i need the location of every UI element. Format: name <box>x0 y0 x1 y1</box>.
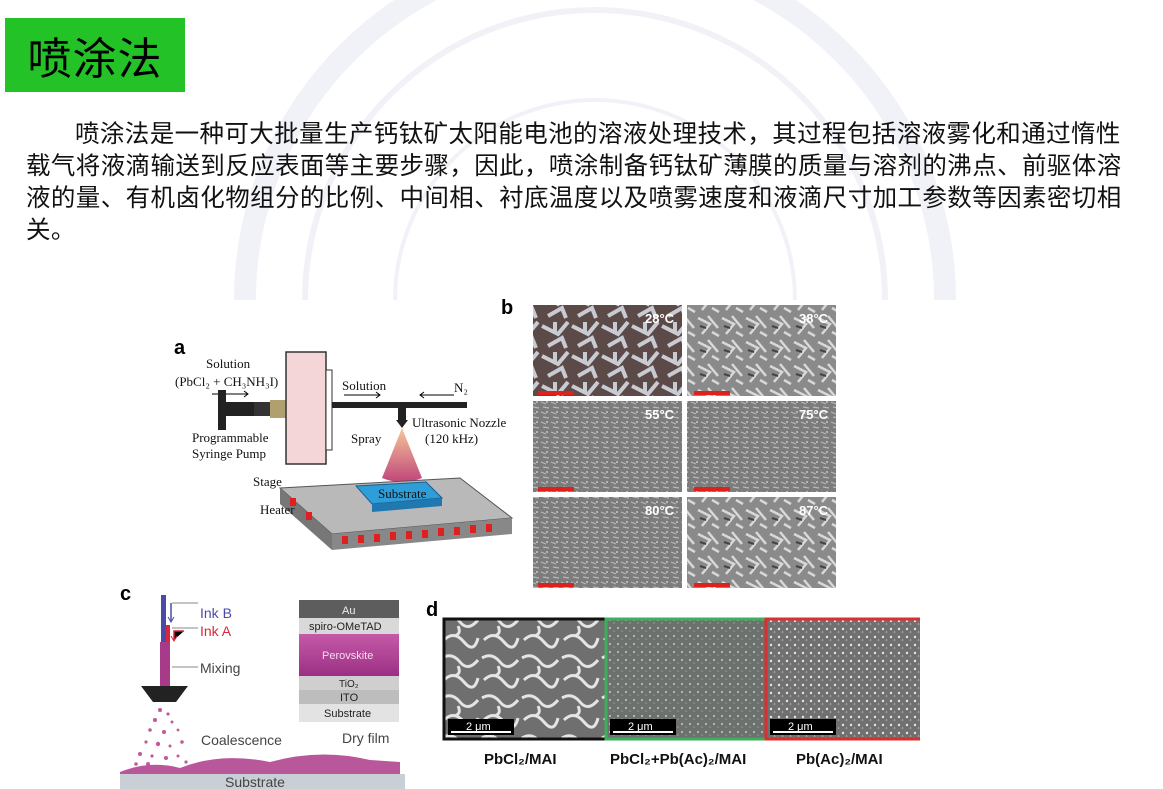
pump-body <box>224 402 254 416</box>
frequency-label: (120 kHz) <box>425 431 478 446</box>
slide-title-box: 喷涂法 <box>5 18 185 92</box>
scale-bar-1: 2 μm <box>448 719 514 735</box>
mixing-label: Mixing <box>200 660 240 676</box>
layer-spiro <box>299 618 399 634</box>
heater-elements <box>290 498 492 544</box>
ink-b-label: Ink B <box>200 605 232 621</box>
substrate-base <box>120 774 405 789</box>
panel-c-label: c <box>120 583 131 605</box>
temp-55: 55°C <box>645 407 675 422</box>
composite-figure: a Solution (PbCl₂ + CH₃NH₃I) Programmabl… <box>120 297 920 789</box>
solution-label: Solution <box>206 356 251 371</box>
scale-bars <box>538 391 730 587</box>
seal-watermark <box>234 0 956 300</box>
feed-pipe <box>332 402 467 408</box>
sem-75c <box>687 401 836 492</box>
syringe-barrel <box>270 400 290 418</box>
solution-formula: (PbCl₂ + CH₃NH₃I) <box>175 374 278 389</box>
c-substrate-label: Substrate <box>225 774 285 789</box>
layer-au-label: Au <box>342 605 355 617</box>
scale-label-3: 2 μm <box>788 721 813 733</box>
body-paragraph: 喷涂法是一种可大批量生产钙钛矿太阳能电池的溶液处理技术，其过程包括溶液雾化和通过… <box>26 119 1122 244</box>
panel-a-label: a <box>174 337 186 359</box>
n2-label: N₂ <box>454 380 468 395</box>
panel-c: c Ink B Ink A Mixing Substrate Coalescen… <box>120 583 405 789</box>
caption-mixed: PbCl₂+Pb(Ac)₂/MAI <box>610 751 746 768</box>
scale-label-1: 2 μm <box>466 721 491 733</box>
droplets <box>134 708 188 766</box>
pump-plunger <box>218 390 226 430</box>
layer-tio2 <box>299 676 399 690</box>
coalescence-label: Coalescence <box>201 732 282 748</box>
temp-87: 87°C <box>799 503 829 518</box>
panel-b-label: b <box>501 297 513 319</box>
sem-28c <box>533 305 682 396</box>
panel-d-label: d <box>426 599 438 621</box>
nozzle-label: Ultrasonic Nozzle <box>412 415 506 430</box>
layer-perovskite-label: Perovskite <box>322 650 373 662</box>
pump-label-1: Programmable <box>192 430 269 445</box>
wet-film <box>120 754 400 774</box>
temp-28: 28°C <box>645 311 675 326</box>
pump-label-2: Syringe Pump <box>192 446 266 461</box>
layer-substrate <box>299 704 399 722</box>
sem-38c <box>687 305 836 396</box>
layer-spiro-label: spiro-OMeTAD <box>309 621 382 633</box>
sem-80c <box>533 497 682 588</box>
controller-box <box>285 351 327 465</box>
nozzle-icon <box>396 420 408 428</box>
caption-pbac2: Pb(Ac)₂/MAI <box>796 751 883 768</box>
substrate-label: Substrate <box>378 486 427 501</box>
layer-perovskite <box>299 634 399 676</box>
panel-d: d 2 μm 2 μm 2 μm PbCl₂/MAI PbCl₂+Pb(Ac)₂… <box>426 599 920 768</box>
layer-ito <box>299 690 399 704</box>
dry-film-label: Dry film <box>342 730 389 746</box>
layer-tio2-label: TiO₂ <box>339 679 359 690</box>
layer-ito-label: ITO <box>340 692 359 704</box>
sem-87c <box>687 497 836 588</box>
panel-b: b 28°C 38°C 55°C 75°C 80°C 87°C <box>501 297 836 590</box>
scale-bar-2: 2 μm <box>610 719 676 735</box>
sem-55c <box>533 401 682 492</box>
solution-flow-label: Solution <box>342 378 387 393</box>
caption-pbcl2: PbCl₂/MAI <box>484 751 557 768</box>
layer-substrate-label: Substrate <box>324 708 371 720</box>
stage-label: Stage <box>253 474 282 489</box>
mixing-tube <box>160 642 170 686</box>
temp-80: 80°C <box>645 503 675 518</box>
panel-a: a Solution (PbCl₂ + CH₃NH₃I) Programmabl… <box>174 337 514 550</box>
layer-au <box>299 600 399 618</box>
arrowhead-icon <box>243 390 249 398</box>
spray-cone <box>382 428 422 482</box>
scale-label-2: 2 μm <box>628 721 653 733</box>
heater-label: Heater <box>260 502 295 517</box>
atomizer-nozzle-icon <box>141 686 188 702</box>
temp-75: 75°C <box>799 407 829 422</box>
temp-38: 38°C <box>799 311 829 326</box>
ink-a-label: Ink A <box>200 623 232 639</box>
slide-title: 喷涂法 <box>27 34 163 85</box>
spray-label: Spray <box>351 431 382 446</box>
scale-bar-3: 2 μm <box>770 719 836 735</box>
